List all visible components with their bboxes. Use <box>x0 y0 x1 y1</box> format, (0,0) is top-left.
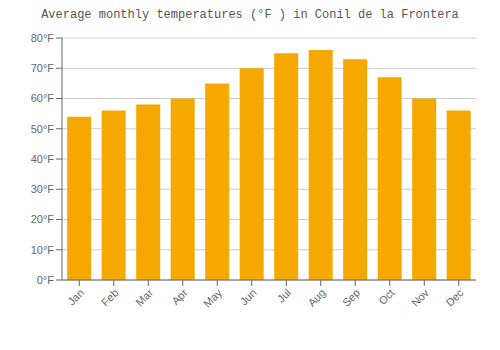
svg-text:Aug: Aug <box>305 286 327 308</box>
svg-text:80°F: 80°F <box>31 32 55 44</box>
svg-text:May: May <box>201 286 225 310</box>
svg-text:20°F: 20°F <box>31 213 55 225</box>
html-text:Average monthly temperatures (: Average monthly temperatures (°F ) in Co… <box>41 8 459 22</box>
svg-text:Jan: Jan <box>65 286 86 307</box>
svg-text:10°F: 10°F <box>31 244 55 256</box>
svg-text:Oct: Oct <box>376 286 397 307</box>
svg-text:Dec: Dec <box>443 286 466 309</box>
svg-text:Jul: Jul <box>275 286 293 304</box>
svg-text:Nov: Nov <box>409 286 432 309</box>
svg-text:60°F: 60°F <box>31 92 55 104</box>
svg-text:40°F: 40°F <box>31 153 55 165</box>
svg-text:Jun: Jun <box>238 286 259 307</box>
svg-text:70°F: 70°F <box>31 62 55 74</box>
svg-text:30°F: 30°F <box>31 183 55 195</box>
svg-text:0°F: 0°F <box>37 274 55 286</box>
svg-text:Feb: Feb <box>99 286 121 308</box>
svg-text:Sep: Sep <box>340 286 362 308</box>
svg-text:50°F: 50°F <box>31 123 55 135</box>
svg-text:Apr: Apr <box>169 286 190 307</box>
svg-text:Mar: Mar <box>133 286 155 308</box>
